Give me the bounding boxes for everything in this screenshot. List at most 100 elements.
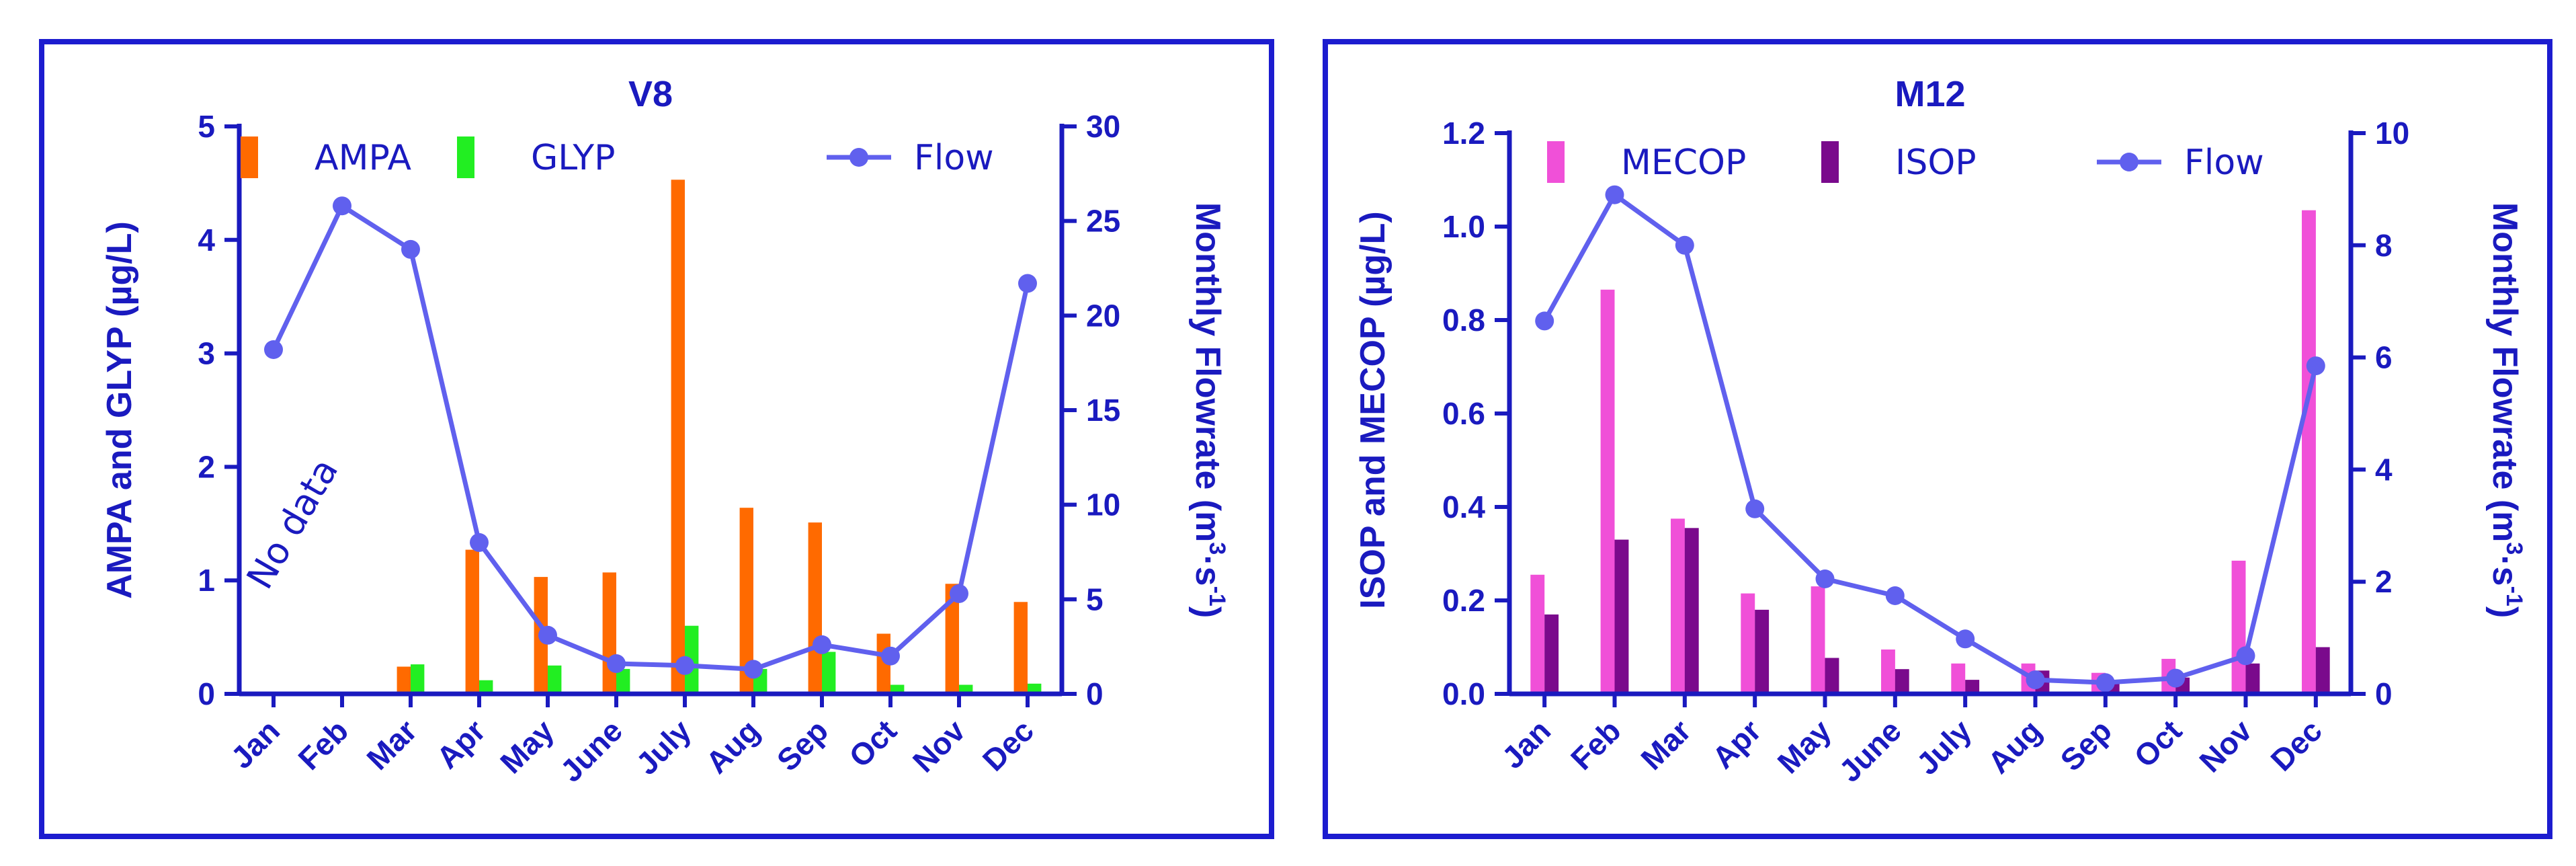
x-tick-label-mar: Mar [1634,713,1698,777]
x-tick-label-nov: Nov [2192,713,2259,779]
x-tick-label-may: May [1771,713,1838,780]
right-tick-label: 8 [2375,228,2393,263]
legend-label-isop: ISOP [1895,143,1977,183]
right-axis-label-sup1: 3 [1204,542,1230,555]
bar-mecop-july [1951,663,1966,694]
left-tick-label: 0.2 [1442,583,1485,618]
bar-mecop-jan [1530,574,1545,694]
right-tick-label: 20 [1086,298,1120,333]
bar-isop-may [1825,658,1839,694]
right-tick-label: 15 [1086,393,1120,428]
bar-mecop-june [1881,650,1895,694]
legend-swatch-ampa [241,136,258,178]
flow-point-feb [1605,185,1624,204]
bar-ampa-sep [808,522,822,694]
flow-line [271,203,1030,672]
x-tick-label-june: June [553,713,629,789]
left-tick-label: 4 [198,223,215,258]
x-tick-label-dec: Dec [976,713,1040,777]
left-tick-label: 0.0 [1442,676,1485,711]
flow-point-june [607,654,626,673]
bar-isop-june [1895,669,1909,694]
x-tick-label-may: May [493,713,560,780]
chart-m12: M12 0.0 0.2 0.4 0.6 0.8 1.0 1.2 0 2 4 6 8 10 Jan Feb Mar… [1354,74,2527,789]
bar-mecop-may [1811,586,1825,694]
flow-point-july [675,656,694,675]
x-tick-label-feb: Feb [1564,713,1628,777]
right-tick-label: 4 [2375,452,2393,487]
legend-label-flow: Flow [914,138,994,178]
right-axis-label: Monthly Flowrate (m3·s-1) [2485,202,2527,618]
right-tick-label: 10 [2375,116,2409,151]
x-tick-label-jan: Jan [224,713,286,775]
flow-point-oct [2166,668,2186,688]
left-tick-label: 3 [198,336,215,371]
right-axis-label-end: ) [1188,606,1227,618]
flow-point-may [1815,569,1835,588]
flow-point-feb [333,196,351,216]
legend-label-mecop: MECOP [1621,143,1746,183]
flow-point-may [538,625,557,645]
right-axis-label-main: Monthly Flowrate (m [1188,202,1227,543]
right-tick-label: 30 [1086,109,1120,144]
right-axis-label-mid: ·s [2485,555,2524,586]
legend-swatch-mecop [1547,141,1565,183]
right-tick-label: 5 [1086,582,1104,617]
right-tick-label: 0 [2375,676,2393,711]
x-tick-label-nov: Nov [906,713,972,779]
right-axis-label-sup2: -1 [1204,586,1230,606]
bar-mecop-feb [1600,289,1615,694]
bar-isop-mar [1684,528,1699,694]
x-tick-label-dec: Dec [2263,713,2328,777]
x-tick-label-aug: Aug [1981,713,2048,780]
left-tick-label: 1 [198,563,215,598]
bar-ampa-june [602,572,616,694]
legend-swatch-isop [1821,141,1839,183]
bar-ampa-july [671,180,685,694]
x-tick-label-sep: Sep [2053,713,2118,777]
x-tick-label-apr: Apr [429,713,492,775]
flow-point-july [1956,629,1975,649]
x-tick-label-jan: Jan [1495,713,1557,775]
bar-mecop-dec [2302,210,2316,694]
bar-glyp-apr [479,680,493,694]
bar-isop-apr [1755,609,1770,694]
flow-point-aug [744,660,763,679]
x-tick-label-apr: Apr [1705,713,1768,775]
x-tick-label-aug: Aug [699,713,766,780]
bar-mecop-apr [1741,593,1755,694]
right-tick-label: 2 [2375,564,2393,599]
left-tick-label: 0 [198,676,215,711]
left-tick-label: 5 [198,109,215,144]
x-tick-label-feb: Feb [291,713,355,777]
bar-isop-dec [2315,647,2330,694]
right-tick-label: 6 [2375,340,2393,375]
legend-marker-flow [849,148,868,167]
bar-isop-jan [1544,614,1559,694]
flow-point-dec [2306,356,2325,376]
bar-ampa-aug [739,508,753,694]
flow-point-sep [2095,673,2115,693]
flow-point-jan [264,340,283,359]
legend-label-ampa: AMPA [315,138,411,178]
left-axis-label: ISOP and MECOP (µg/L) [1354,211,1393,608]
left-axis-label: AMPA and GLYP (µg/L) [100,221,139,599]
left-tick-label: 0.6 [1442,396,1485,431]
bar-ampa-mar [397,666,411,694]
right-axis-label-main: Monthly Flowrate (m [2485,202,2524,543]
x-tick-label-oct: Oct [842,713,903,774]
bar-glyp-may [548,665,562,694]
left-tick-label: 2 [198,449,215,484]
chart-title: M12 [1895,74,1965,114]
bar-isop-july [1965,680,1980,694]
left-tick-label: 0.8 [1442,303,1485,338]
right-axis-label-sup1: 3 [2501,542,2527,555]
bar-ampa-apr [465,549,479,694]
chart-title: V8 [628,74,673,114]
bar-isop-feb [1614,539,1629,694]
right-tick-label: 0 [1086,676,1104,711]
flow-line [1542,192,2319,685]
x-tick-label-oct: Oct [2127,713,2188,774]
